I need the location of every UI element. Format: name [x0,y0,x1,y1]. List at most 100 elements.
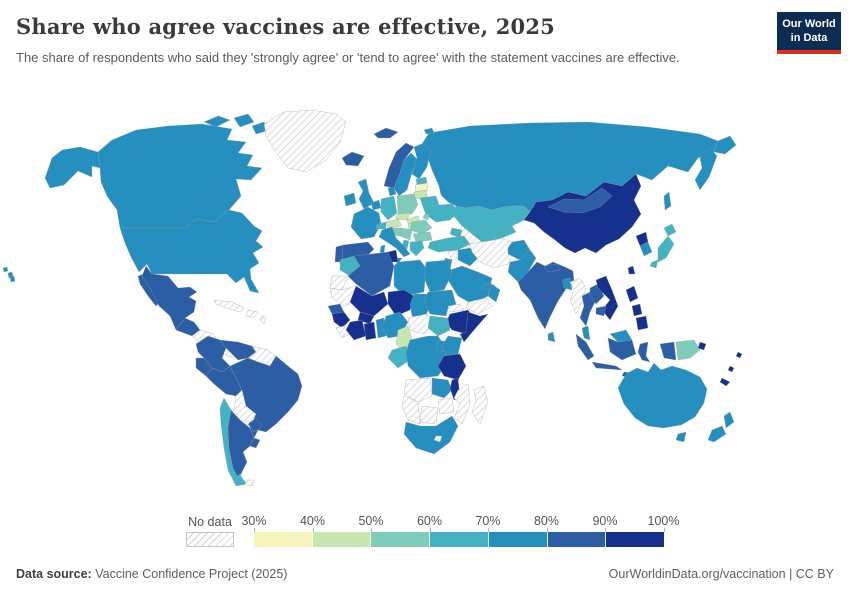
country-paraguay[interactable] [247,417,263,433]
country-zambia[interactable] [431,377,453,399]
country-bulgaria[interactable] [412,231,433,243]
country-falkland-islands[interactable] [244,479,255,487]
country-bangladesh[interactable] [561,277,573,291]
country-zimbabwe[interactable] [437,397,455,415]
legend-bin-40-50[interactable] [312,532,372,547]
country-indonesia-java[interactable] [591,361,623,371]
country-austria[interactable] [385,218,403,229]
country-greenland[interactable] [263,109,347,173]
country-south-sudan[interactable] [427,315,451,337]
country-ghana[interactable] [363,321,377,341]
country-united-kingdom[interactable] [357,178,375,210]
country-ireland[interactable] [343,192,357,207]
country-cambodia[interactable] [595,305,607,317]
country-france[interactable] [350,206,382,240]
country-vietnam[interactable] [595,275,619,321]
country-indonesia-sulawesi[interactable] [637,341,651,363]
country-new-zealand-north[interactable] [723,411,735,429]
country-indonesia-borneo[interactable] [607,337,637,361]
country-papua-new-guinea[interactable] [675,339,701,361]
country-south-korea[interactable] [639,241,653,257]
country-mali[interactable] [349,285,389,317]
country-egypt[interactable] [423,259,453,293]
country-cuba[interactable] [213,299,245,313]
country-moldova[interactable] [422,213,430,221]
country-mexico[interactable] [141,265,198,331]
country-gabon-congo[interactable] [387,345,411,369]
country-niger[interactable] [387,289,415,317]
country-angola[interactable] [403,377,433,403]
country-japan-kyushu[interactable] [649,259,659,269]
country-myanmar[interactable] [569,277,587,315]
country-mongolia[interactable] [547,187,613,214]
country-canada-arctic-2[interactable] [233,113,255,128]
attribution-link[interactable]: OurWorldinData.org/vaccination | CC BY [608,567,834,581]
country-iceland[interactable] [341,151,365,167]
country-ivory-coast[interactable] [345,319,367,341]
country-greece[interactable] [409,240,425,257]
no-data-swatch[interactable] [186,532,234,547]
country-japan-hokkaido[interactable] [663,223,677,237]
country-uae[interactable] [481,283,493,291]
country-namibia[interactable] [401,395,421,425]
country-united-states[interactable] [119,209,264,294]
country-italy-sardinia[interactable] [379,244,386,254]
country-australia-tasmania[interactable] [675,431,687,443]
country-sri-lanka[interactable] [547,331,556,343]
country-bolivia[interactable] [233,389,257,423]
legend-bin-70-80[interactable] [488,532,548,547]
country-nepal[interactable] [543,263,561,273]
country-hispaniola[interactable] [245,309,259,319]
legend-bin-50-60[interactable] [371,532,431,547]
country-italy[interactable] [378,226,411,258]
country-indonesia-west-papua[interactable] [659,341,677,361]
country-russia-franz-josef[interactable] [423,127,435,135]
country-kyrgyzstan-tajikistan[interactable] [493,225,517,241]
country-lesotho[interactable] [433,435,443,443]
country-united-states-alaska[interactable] [44,146,101,189]
country-fiji[interactable] [735,351,743,359]
country-new-zealand-south[interactable] [707,425,727,443]
country-somalia[interactable] [459,311,489,343]
country-taiwan[interactable] [627,265,636,275]
country-russia-chukotka[interactable] [713,135,737,155]
country-romania[interactable] [409,219,433,235]
country-china[interactable] [523,173,642,254]
country-eritrea[interactable] [447,303,465,313]
country-indonesia-sumatra[interactable] [575,333,595,361]
country-sudan[interactable] [423,289,457,317]
country-philippines-visayas[interactable] [631,303,643,317]
country-botswana[interactable] [419,405,439,425]
country-western-sahara[interactable] [329,275,349,291]
legend-bin-80-90[interactable] [547,532,607,547]
country-uruguay[interactable] [249,437,261,449]
country-finland[interactable] [411,142,432,180]
country-japan-honshu[interactable] [657,235,675,263]
country-mozambique[interactable] [453,383,471,425]
country-australia[interactable] [617,362,708,429]
country-serbia[interactable] [399,227,413,241]
country-guatemala[interactable] [175,317,201,337]
country-canada-arctic-1[interactable] [203,115,231,128]
legend-bin-60-70[interactable] [430,532,489,547]
country-argentina[interactable] [227,409,255,477]
country-yemen[interactable] [465,297,493,315]
country-malaysia-peninsula[interactable] [581,325,591,341]
country-norway-svalbard[interactable] [373,127,399,139]
country-south-africa[interactable] [403,415,459,455]
country-united-states-hawaii-3[interactable] [9,275,16,283]
country-germany[interactable] [380,195,398,221]
legend-bin-30-40[interactable] [254,532,313,547]
country-russia-kamchatka[interactable] [694,147,718,191]
country-turkey[interactable] [427,235,471,253]
owid-logo[interactable]: Our World in Data [777,12,841,54]
country-solomon-islands[interactable] [697,341,707,351]
country-latvia[interactable] [414,182,429,193]
country-vanuatu[interactable] [727,365,735,373]
country-guinea[interactable] [331,311,351,329]
country-pakistan[interactable] [507,249,537,283]
country-philippines-luzon[interactable] [625,285,639,303]
country-russia-sakhalin[interactable] [663,191,672,211]
country-lesser-antilles[interactable] [259,315,267,325]
country-madagascar[interactable] [471,385,489,425]
